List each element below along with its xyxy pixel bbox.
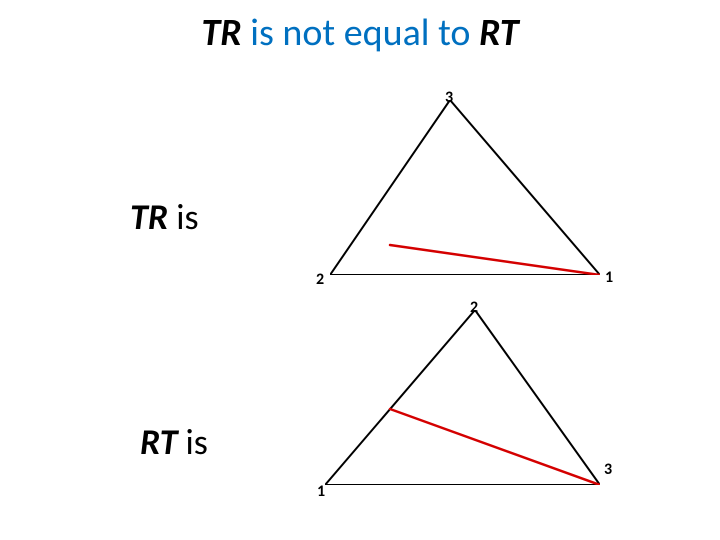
triangle-rt [325,310,600,485]
tri1-label-right: 1 [605,268,613,287]
tri2-label-left: 1 [317,482,325,501]
tri1-label-left: 2 [316,270,324,289]
label-tr-prefix: TR [130,195,168,239]
label-tr-is: TR is [130,195,199,239]
label-rt-prefix: RT [140,420,177,464]
title-rt: RT [479,10,518,56]
tri2-label-apex: 2 [470,298,478,317]
label-rt-suffix: is [177,420,207,464]
label-rt-is: RT is [140,420,208,464]
title-tr: TR [201,10,241,56]
tri1-label-apex: 3 [445,88,453,107]
triangle-tr [330,100,600,275]
label-tr-suffix: is [168,195,198,239]
tri2-label-right: 3 [604,460,612,479]
title-mid: is not equal to [242,10,479,56]
slide: { "title": { "tr": "TR", "mid": " is not… [0,0,720,540]
slide-title: TR is not equal to RT [0,10,720,56]
